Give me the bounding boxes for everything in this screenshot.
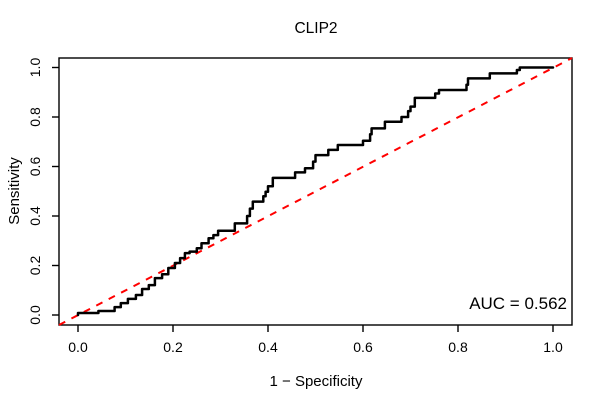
chart-title: CLIP2 <box>294 20 337 37</box>
x-axis-ticks: 0.0 0.2 0.4 0.6 0.8 1.0 <box>68 325 563 355</box>
x-tick-label: 1.0 <box>543 339 563 355</box>
x-tick-label: 0.8 <box>448 339 468 355</box>
y-tick-label: 0.6 <box>27 157 43 177</box>
plot-box <box>58 57 573 326</box>
x-tick-label: 0.2 <box>163 339 183 355</box>
y-tick-label: 0.4 <box>27 206 43 226</box>
y-tick-label: 1.0 <box>27 58 43 78</box>
y-tick-label: 0.8 <box>27 107 43 127</box>
y-tick-label: 0.0 <box>27 305 43 325</box>
x-tick-label: 0.6 <box>353 339 373 355</box>
y-axis-ticks: 0.0 0.2 0.4 0.6 0.8 1.0 <box>27 58 59 325</box>
y-tick-label: 0.2 <box>27 256 43 276</box>
y-axis-label: Sensitivity <box>6 157 23 225</box>
auc-annotation: AUC = 0.562 <box>469 294 567 313</box>
x-axis-label: 1 − Specificity <box>270 373 363 390</box>
x-tick-label: 0.0 <box>68 339 88 355</box>
chance-diagonal-line <box>58 57 573 326</box>
x-tick-label: 0.4 <box>258 339 278 355</box>
roc-curve-line <box>76 66 555 317</box>
